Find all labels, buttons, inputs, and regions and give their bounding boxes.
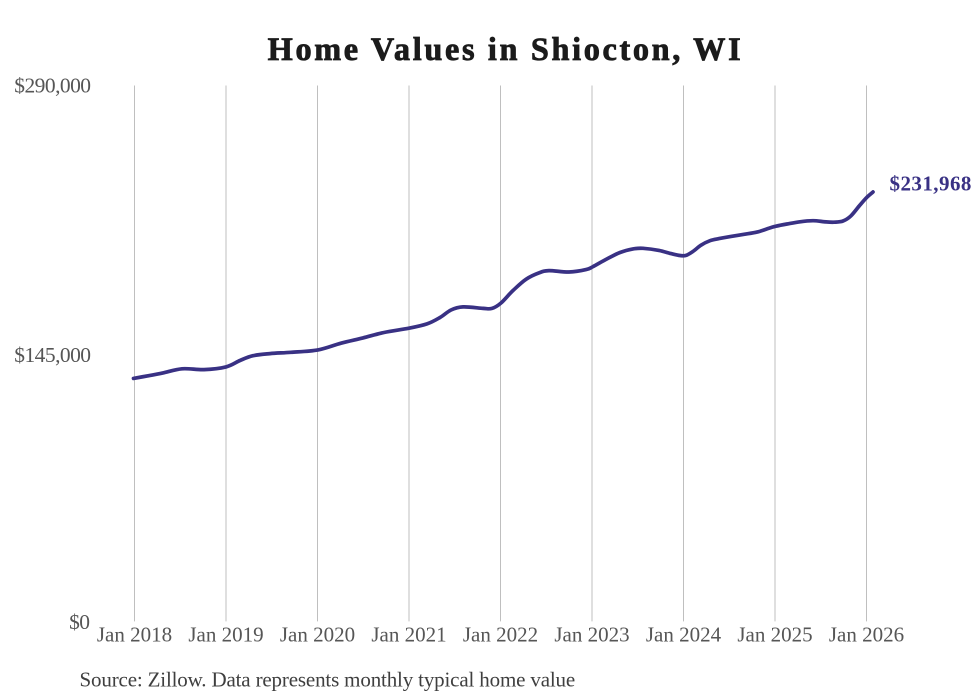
svg-text:Jan 2024: Jan 2024 [646, 622, 722, 646]
svg-text:Jan 2023: Jan 2023 [554, 622, 629, 646]
svg-text:$0: $0 [69, 610, 89, 634]
svg-text:Jan 2020: Jan 2020 [280, 622, 355, 646]
svg-text:Jan 2019: Jan 2019 [188, 622, 263, 646]
svg-text:$145,000: $145,000 [14, 343, 90, 367]
svg-text:Jan 2025: Jan 2025 [737, 622, 812, 646]
svg-text:Source: Zillow. Data represent: Source: Zillow. Data represents monthly … [80, 668, 576, 692]
svg-text:$231,968: $231,968 [890, 172, 972, 196]
svg-text:Jan 2022: Jan 2022 [463, 622, 538, 646]
svg-text:Jan 2021: Jan 2021 [371, 622, 446, 646]
svg-text:Jan 2026: Jan 2026 [829, 622, 904, 646]
svg-text:$290,000: $290,000 [14, 74, 90, 98]
svg-text:Jan 2018: Jan 2018 [97, 622, 172, 646]
svg-text:Home Values in Shiocton, WI: Home Values in Shiocton, WI [268, 31, 744, 67]
